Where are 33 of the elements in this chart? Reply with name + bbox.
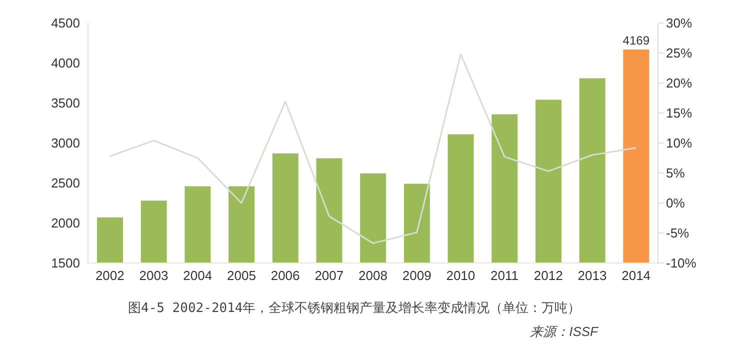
x-tick-label: 2006 [270,268,300,284]
y2-tick-label: 20% [666,76,692,91]
y-tick-label: 4000 [51,56,80,71]
y-tick-label: 1500 [51,256,80,271]
y2-tick-label: 25% [666,46,692,61]
y2-tick-label: 5% [666,166,686,181]
y-tick-label: 2500 [51,176,80,191]
data-label: 4169 [622,33,650,48]
y2-tick-label: 30% [666,16,692,31]
y2-tick-label: -10% [666,256,697,271]
y2-tick-label: 0% [666,196,686,211]
text: 图4-5 2002-2014年，全球不锈钢粗钢产量及增长率变成情况（单位：万吨） [128,300,582,317]
x-tick-label: 2004 [183,268,212,284]
x-tick-label: 2009 [402,268,432,284]
y-tick-label: 3000 [51,136,80,151]
x-tick-label: 2005 [227,268,256,284]
x-tick-label: 2013 [578,268,607,284]
line-series [109,53,637,244]
x-tick-label: 2007 [314,268,344,284]
y-tick-label: 3500 [51,96,80,111]
x-tick-label: 2002 [95,268,124,284]
source-note: 来源：ISSF [529,323,598,341]
y2-tick-label: -5% [666,226,690,241]
x-tick-label: 2012 [534,268,563,284]
x-tick-label: 2014 [622,268,651,284]
x-tick-label: 2010 [446,268,476,284]
y2-tick-label: 10% [666,136,692,151]
x-tick-label: 2003 [139,268,168,284]
x-tick-label: 2011 [490,268,519,284]
y-tick-label: 4500 [51,16,80,31]
x-tick-label: 2008 [358,268,388,284]
y-tick-label: 2000 [51,216,80,231]
y2-tick-label: 15% [666,106,692,121]
